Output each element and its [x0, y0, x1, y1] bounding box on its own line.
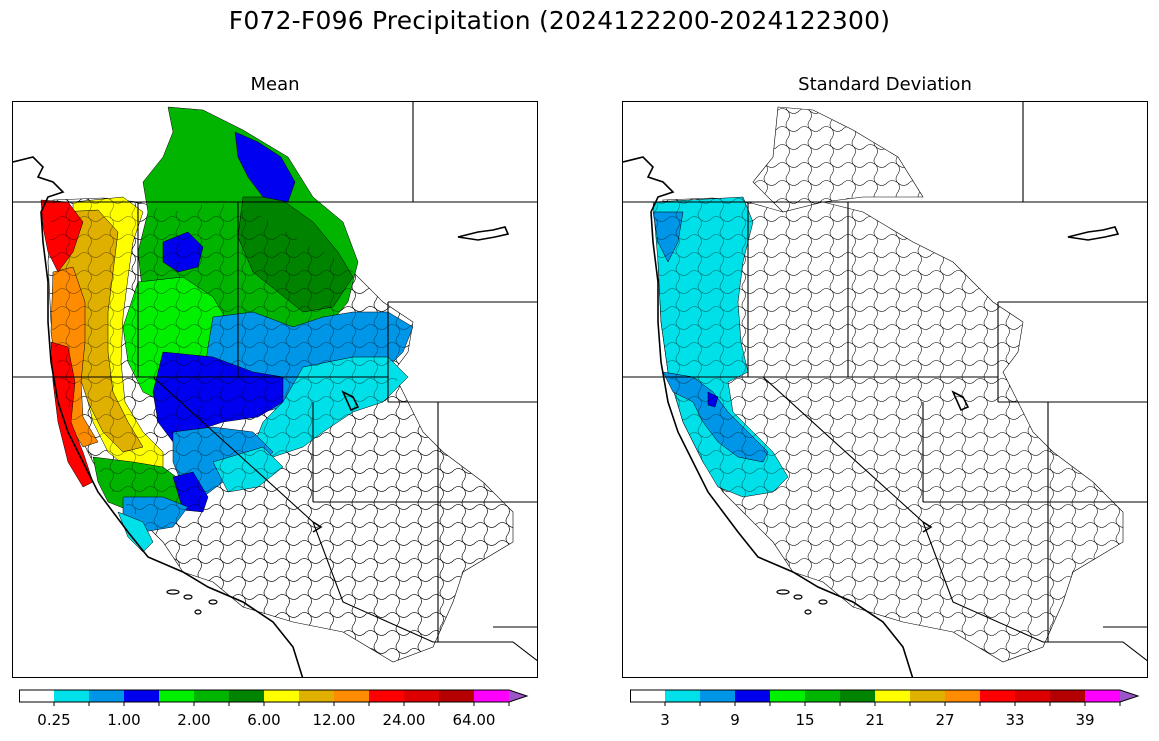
colorbar-swatch: [1120, 690, 1138, 702]
colorbar-swatch: [194, 690, 229, 702]
colorbar-outline: [19, 689, 529, 703]
colorbar-swatch: [770, 690, 805, 702]
colorbar-swatch: [334, 690, 369, 702]
colorbar-outline: [630, 689, 1140, 703]
std-panel-title: Standard Deviation: [798, 74, 972, 95]
colorbar-tick-label: 21: [865, 711, 885, 729]
colorbar-tick-label: 24.00: [382, 711, 426, 729]
colorbar-tick-label: 2.00: [177, 711, 211, 729]
colorbar-swatch: [369, 690, 404, 702]
colorbar-tick-label: 0.25: [37, 711, 71, 729]
basin-lines-overlay: [653, 197, 788, 497]
state-borders: [13, 102, 537, 662]
mean-map: [12, 101, 538, 678]
colorbar-swatch: [630, 690, 665, 702]
colorbar-swatch: [89, 690, 124, 702]
colorbar-swatch: [19, 690, 54, 702]
colorbar-tick-label: 12.00: [312, 711, 356, 729]
colorbar-swatch: [474, 690, 509, 702]
colorbar-swatch: [264, 690, 299, 702]
colorbar-swatch: [805, 690, 840, 702]
coastline: [623, 156, 1120, 677]
colorbar-swatch: [875, 690, 910, 702]
colorbar-tick-label: 1.00: [107, 711, 141, 729]
colorbar-swatch: [124, 690, 159, 702]
colorbar-swatch: [840, 690, 875, 702]
std-map: [622, 101, 1148, 678]
basin-lines-overlay: [48, 198, 513, 662]
colorbar-swatch: [1085, 690, 1120, 702]
std-map-canvas: [623, 102, 1147, 677]
colorbar-swatch: [910, 690, 945, 702]
mean-panel-title: Mean: [250, 74, 300, 95]
colorbar-swatch: [735, 690, 770, 702]
state-borders: [623, 102, 1147, 662]
colorbar-swatch: [404, 690, 439, 702]
mean-map-canvas: [13, 102, 537, 677]
std-colorbar: [630, 689, 1140, 706]
colorbar-tick-label: 33: [1005, 711, 1025, 729]
colorbar-swatch: [229, 690, 264, 702]
colorbar-tick-label: 27: [935, 711, 955, 729]
channel-islands: [776, 589, 828, 615]
colorbar-swatch: [509, 690, 527, 702]
colorbar-swatch: [159, 690, 194, 702]
colorbar-tick-label: 6.00: [247, 711, 281, 729]
colorbar-swatch: [299, 690, 334, 702]
colorbar-tick-label: 15: [795, 711, 815, 729]
precip-region-cyan-socal: [117, 511, 154, 553]
colorbar-swatch: [980, 690, 1015, 702]
colorbar-swatch: [1015, 690, 1050, 702]
colorbar-tick-label: 39: [1075, 711, 1095, 729]
colorbar-swatch: [945, 690, 980, 702]
channel-islands: [166, 589, 218, 615]
colorbar-swatch: [439, 690, 474, 702]
mean-colorbar: [19, 689, 529, 706]
colorbar-tick-label: 9: [730, 711, 740, 729]
figure-title: F072-F096 Precipitation (2024122200-2024…: [228, 6, 891, 35]
colorbar-swatch: [665, 690, 700, 702]
colorbar-tick-label: 64.00: [452, 711, 496, 729]
colorbar-tick-label: 3: [660, 711, 670, 729]
coastline: [13, 156, 510, 677]
colorbar-swatch: [1050, 690, 1085, 702]
colorbar-swatch: [54, 690, 89, 702]
colorbar-swatch: [700, 690, 735, 702]
